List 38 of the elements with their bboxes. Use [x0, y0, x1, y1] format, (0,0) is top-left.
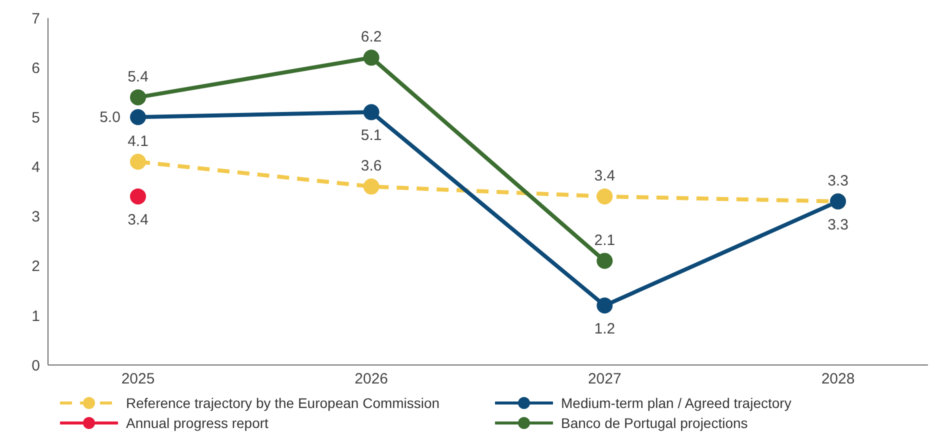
point — [596, 188, 613, 204]
data-label: 3.4 — [128, 211, 148, 228]
point — [596, 252, 613, 269]
data-label: 3.3 — [828, 172, 848, 190]
data-label: 5.1 — [360, 127, 382, 144]
legend-label: Annual progress report — [126, 415, 268, 431]
point — [130, 188, 146, 204]
point — [130, 89, 146, 106]
y-tick-label: 6 — [32, 60, 40, 77]
x-tick-label: 2027 — [588, 370, 622, 388]
data-label: 3.4 — [594, 167, 616, 184]
legend-label: Reference trajectory by the European Commission — [126, 395, 440, 411]
y-tick-label: 0 — [32, 357, 40, 374]
data-label: 5.4 — [128, 68, 148, 86]
point — [130, 109, 146, 126]
data-label: 1.2 — [594, 320, 616, 338]
data-label: 2.1 — [594, 232, 616, 249]
point — [363, 50, 380, 66]
data-label: 3.3 — [828, 216, 848, 234]
data-label: 4.1 — [128, 132, 148, 150]
y-tick-label: 4 — [32, 159, 40, 176]
x-tick-label: 2025 — [121, 370, 155, 388]
x-tick-label: 2026 — [354, 370, 388, 388]
point — [596, 298, 613, 314]
y-tick-label: 5 — [32, 109, 40, 126]
y-tick-label: 7 — [32, 10, 40, 28]
data-label: 3.6 — [360, 158, 382, 175]
data-label: 6.2 — [360, 28, 382, 46]
data-label: 5.0 — [100, 109, 120, 126]
legend-label: Banco de Portugal projections — [561, 415, 748, 431]
legend-label: Medium-term plan / Agreed trajectory — [561, 395, 792, 411]
point — [130, 154, 146, 170]
y-tick-label: 2 — [32, 258, 40, 276]
x-tick-label: 2028 — [821, 370, 855, 388]
y-tick-label: 3 — [32, 208, 40, 226]
point — [363, 178, 380, 195]
point — [363, 104, 380, 120]
y-tick-label: 1 — [32, 308, 40, 325]
